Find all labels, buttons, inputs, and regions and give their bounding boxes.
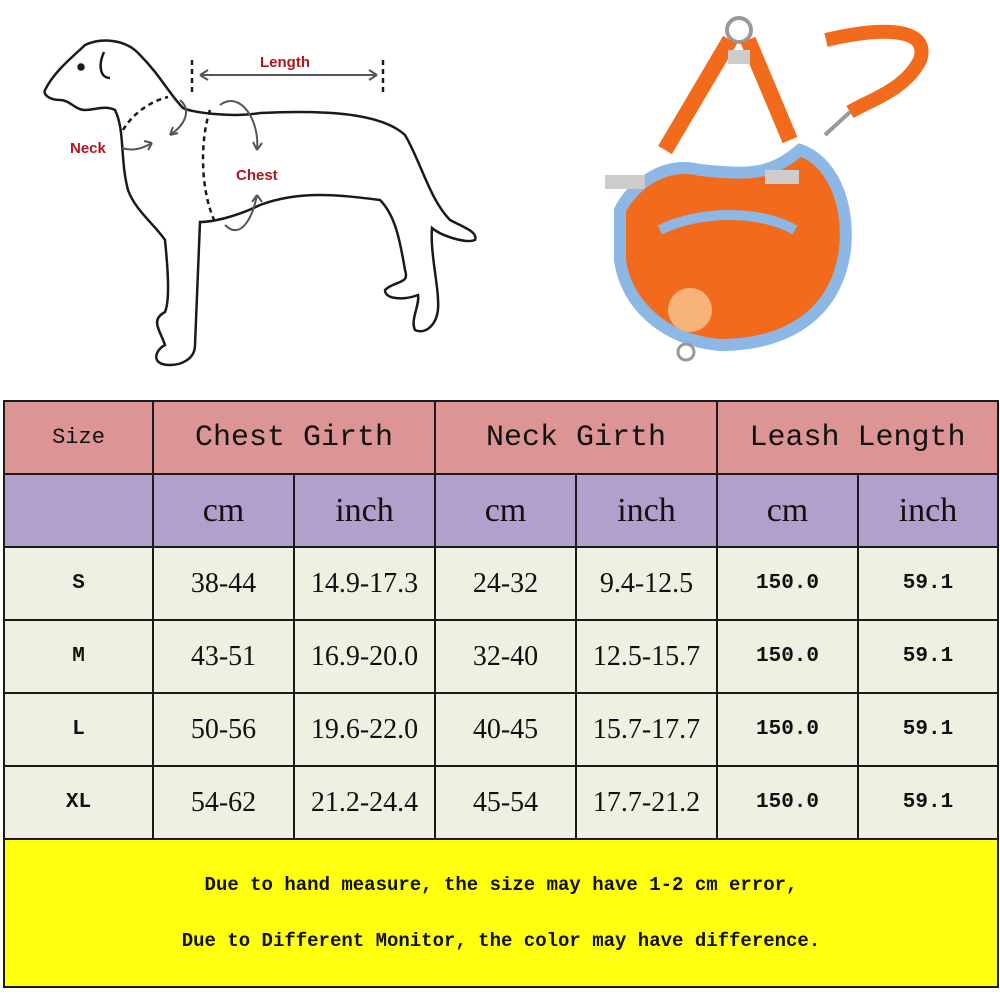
leash-inch-cell: 59.1: [857, 692, 999, 767]
table-row: L 50-56 19.6-22.0 40-45 15.7-17.7 150.0 …: [3, 692, 999, 767]
neck-inch-cell: 17.7-21.2: [575, 765, 718, 840]
neck-inch-cell: 15.7-17.7: [575, 692, 718, 767]
neck-cm-cell: 24-32: [434, 546, 577, 621]
neck-inch-cell: 9.4-12.5: [575, 546, 718, 621]
chest-inch-cell: 14.9-17.3: [293, 546, 436, 621]
leash-cm-cell: 150.0: [716, 619, 859, 694]
chest-cm-cell: 50-56: [152, 692, 295, 767]
chest-cm-cell: 54-62: [152, 765, 295, 840]
header-neck-girth: Neck Girth: [434, 400, 718, 475]
dog-measurement-diagram: [43, 39, 477, 367]
table-row: S 38-44 14.9-17.3 24-32 9.4-12.5 150.0 5…: [3, 546, 999, 621]
size-cell: XL: [3, 765, 154, 840]
note-line: Due to hand measure, the size may have 1…: [204, 874, 798, 896]
unit-cell: inch: [293, 473, 436, 548]
length-label: Length: [260, 54, 310, 71]
header-chest-girth: Chest Girth: [152, 400, 436, 475]
size-cell: M: [3, 619, 154, 694]
unit-cell: cm: [152, 473, 295, 548]
size-cell: S: [3, 546, 154, 621]
notes-cell: Due to hand measure, the size may have 1…: [3, 838, 999, 988]
note-row: Due to hand measure, the size may have 1…: [3, 838, 999, 988]
neck-inch-cell: 12.5-15.7: [575, 619, 718, 694]
chest-inch-cell: 21.2-24.4: [293, 765, 436, 840]
unit-cell: inch: [857, 473, 999, 548]
header-row: Size Chest Girth Neck Girth Leash Length: [3, 400, 999, 475]
chest-inch-cell: 16.9-20.0: [293, 619, 436, 694]
header-leash-length: Leash Length: [716, 400, 999, 475]
size-chart-table: Size Chest Girth Neck Girth Leash Length…: [3, 400, 999, 988]
neck-cm-cell: 32-40: [434, 619, 577, 694]
size-cell: L: [3, 692, 154, 767]
header-size: Size: [3, 400, 154, 475]
note-line: Due to Different Monitor, the color may …: [181, 930, 821, 952]
harness-product-image: [605, 16, 929, 362]
leash-inch-cell: 59.1: [857, 546, 999, 621]
chest-cm-cell: 43-51: [152, 619, 295, 694]
neck-label: Neck: [70, 140, 107, 157]
chest-inch-cell: 19.6-22.0: [293, 692, 436, 767]
unit-cell: cm: [434, 473, 577, 548]
leash-cm-cell: 150.0: [716, 765, 859, 840]
table-row: M 43-51 16.9-20.0 32-40 12.5-15.7 150.0 …: [3, 619, 999, 694]
unit-row: cm inch cm inch cm inch: [3, 473, 999, 548]
unit-cell: cm: [716, 473, 859, 548]
table-row: XL 54-62 21.2-24.4 45-54 17.7-21.2 150.0…: [3, 765, 999, 840]
leash-cm-cell: 150.0: [716, 692, 859, 767]
unit-cell: inch: [575, 473, 718, 548]
leash-inch-cell: 59.1: [857, 765, 999, 840]
dog-outline-icon: [43, 39, 477, 367]
measurement-arrows: [121, 69, 378, 232]
product-illustration: Length Neck Chest: [43, 16, 929, 367]
unit-blank: [3, 473, 154, 548]
neck-cm-cell: 40-45: [434, 692, 577, 767]
neck-cm-cell: 45-54: [434, 765, 577, 840]
chest-cm-cell: 38-44: [152, 546, 295, 621]
leash-cm-cell: 150.0: [716, 546, 859, 621]
leash-inch-cell: 59.1: [857, 619, 999, 694]
chest-label: Chest: [236, 167, 278, 184]
